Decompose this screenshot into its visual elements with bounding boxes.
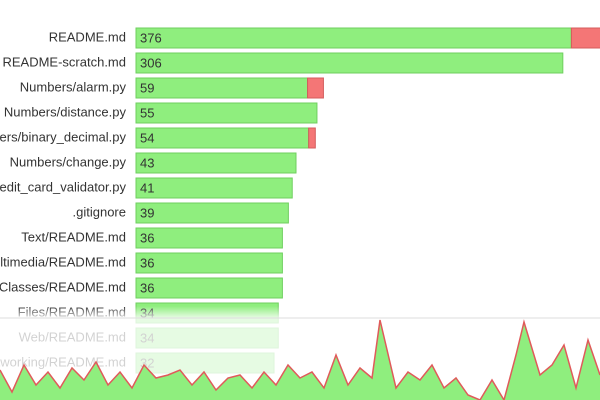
file-label: README.md bbox=[49, 29, 126, 44]
bar-value: 36 bbox=[140, 280, 154, 295]
bar-value: 36 bbox=[140, 230, 154, 245]
bar-value: 59 bbox=[140, 80, 154, 95]
overlay-shadow bbox=[0, 306, 600, 318]
file-label: Multimedia/README.md bbox=[0, 254, 126, 269]
activity-area bbox=[0, 320, 600, 400]
file-label: README-scratch.md bbox=[2, 54, 126, 69]
bar-value: 306 bbox=[140, 55, 162, 70]
additions-bar bbox=[135, 177, 293, 199]
additions-bar bbox=[135, 202, 289, 224]
deletions-bar bbox=[570, 27, 600, 49]
file-label: Numbers/alarm.py bbox=[20, 79, 127, 94]
file-label: Classes/README.md bbox=[0, 279, 126, 294]
additions-bar bbox=[135, 52, 564, 74]
bar-value: 54 bbox=[140, 130, 154, 145]
bar-value: 41 bbox=[140, 180, 154, 195]
bar-value: 39 bbox=[140, 205, 154, 220]
file-label: Numbers/change.py bbox=[10, 154, 127, 169]
file-label: .gitignore bbox=[73, 204, 126, 219]
additions-bar bbox=[135, 127, 310, 149]
additions-bar bbox=[135, 277, 283, 299]
deletions-bar bbox=[307, 77, 324, 99]
additions-bar bbox=[135, 102, 318, 124]
file-label: Numbers/binary_decimal.py bbox=[0, 129, 126, 144]
bar-value: 43 bbox=[140, 155, 154, 170]
additions-bar bbox=[135, 27, 572, 49]
additions-bar bbox=[135, 227, 283, 249]
additions-bar bbox=[135, 77, 309, 99]
bar-value: 55 bbox=[140, 105, 154, 120]
file-label: Numbers/distance.py bbox=[4, 104, 127, 119]
additions-bar bbox=[135, 252, 283, 274]
file-label: Text/README.md bbox=[21, 229, 126, 244]
additions-bar bbox=[135, 152, 297, 174]
bar-value: 376 bbox=[140, 30, 162, 45]
bar-value: 36 bbox=[140, 255, 154, 270]
file-label: Numbers/credit_card_validator.py bbox=[0, 179, 126, 194]
deletions-bar bbox=[308, 127, 316, 149]
activity-line bbox=[0, 319, 600, 400]
